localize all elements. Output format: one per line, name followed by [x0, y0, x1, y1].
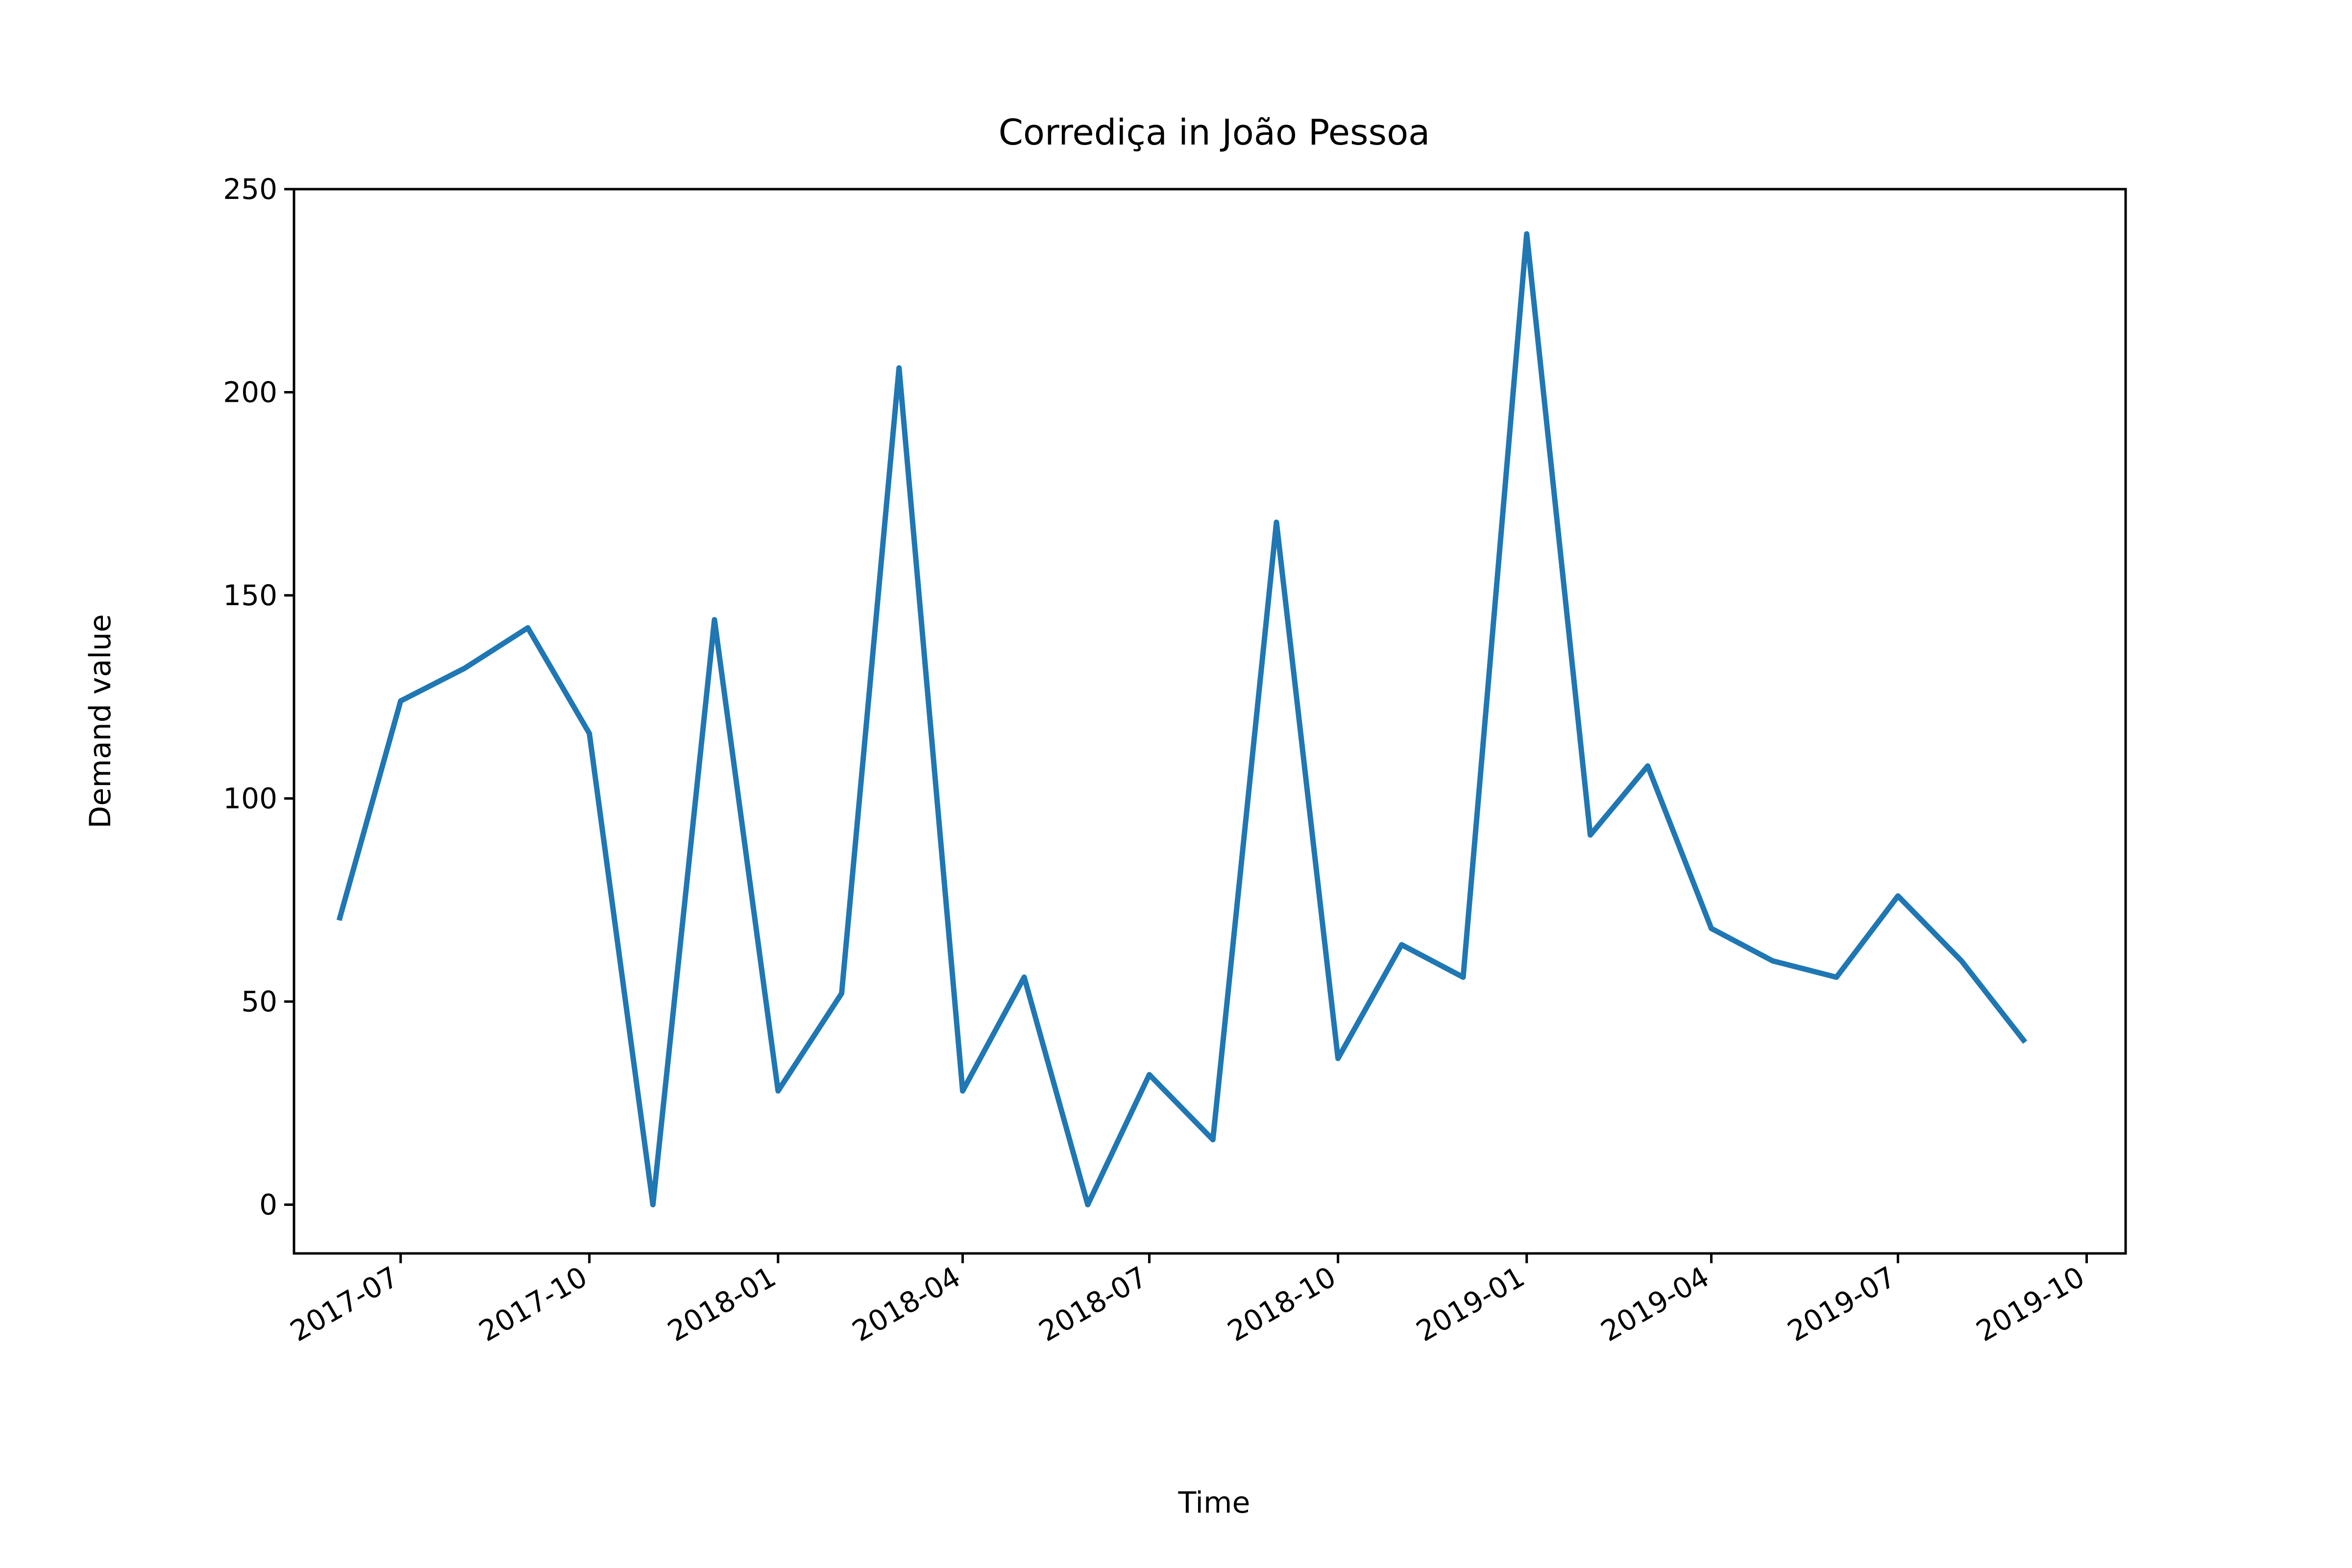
x-axis-title: Time	[1178, 1486, 1250, 1520]
y-tick-label: 200	[223, 376, 277, 409]
axes-frame	[293, 188, 2127, 1255]
y-tick-label: 100	[223, 782, 277, 815]
y-axis-title: Demand value	[83, 614, 118, 828]
y-tick-label: 0	[259, 1188, 277, 1222]
series-line	[336, 231, 2028, 1207]
y-tick-label: 150	[223, 579, 277, 612]
y-axis: 0 50 100 150 200 250	[223, 172, 294, 1222]
y-tick-label: 50	[241, 985, 277, 1018]
y-tick-label: 250	[223, 172, 277, 206]
chart-title: Corrediça in João Pessoa	[999, 112, 1430, 153]
